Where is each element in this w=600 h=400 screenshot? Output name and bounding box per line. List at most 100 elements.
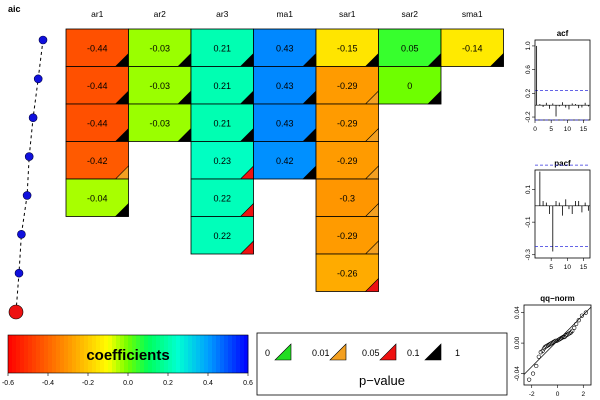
column-label: sma1 (462, 9, 483, 19)
heatmap-cell (190, 66, 254, 105)
colorbar-segment (24, 335, 29, 373)
qq-ytick-label: 0.00 (514, 336, 521, 349)
pacf-ytick-label: -0.1 (525, 216, 532, 228)
colorbar-segment (68, 335, 73, 373)
colorbar-label: coefficients (86, 347, 169, 364)
acf-title: acf (557, 29, 569, 38)
colorbar-segment (216, 335, 221, 373)
heatmap-cell (253, 66, 317, 105)
heatmap-cell (65, 103, 129, 142)
pvalue-marker (489, 52, 504, 67)
column-label: sar2 (401, 9, 418, 19)
cell-value: -0.44 (87, 118, 108, 128)
qq-ytick-label: -0.04 (514, 366, 521, 381)
colorbar-segment (192, 335, 197, 373)
pvalue-marker (114, 202, 129, 217)
colorbar-segment (184, 335, 189, 373)
colorbar-segment (88, 335, 93, 373)
cell-value: 0.22 (213, 193, 231, 203)
colorbar-segment (244, 335, 249, 373)
pvalue-break-label: 0 (265, 348, 270, 358)
colorbar-segment (80, 335, 85, 373)
qq-point (536, 354, 541, 359)
pvalue-break-label: 0.1 (407, 348, 420, 358)
cell-value: 0.21 (213, 118, 231, 128)
colorbar-segment (180, 335, 185, 373)
pvalue-swatch (329, 343, 347, 361)
cell-value: -0.04 (87, 193, 108, 203)
acf-panel: acf -0.2 0.2 0.6 1.0 0 5 10 15 (525, 29, 591, 133)
aic-point (24, 152, 34, 161)
acf-ytick-label: 0.2 (525, 88, 532, 97)
colorbar-segment (152, 335, 157, 373)
colorbar-segment (200, 335, 205, 373)
column-label: ar1 (91, 9, 104, 19)
heatmap-cell (65, 141, 129, 180)
cell-value: 0.42 (276, 156, 294, 166)
colorbar-tick-label: 0.2 (163, 380, 173, 387)
column-label: ar2 (154, 9, 167, 19)
cell-value: 0.22 (213, 231, 231, 241)
cell-value: -0.3 (339, 193, 355, 203)
cell-value: -0.29 (337, 118, 358, 128)
colorbar-segment (236, 335, 241, 373)
colorbar-segment (164, 335, 169, 373)
colorbar-segment (116, 335, 121, 373)
colorbar-segment (60, 335, 65, 373)
cell-value: 0.05 (401, 43, 419, 53)
colorbar-segment (220, 335, 225, 373)
aic-point (28, 113, 38, 123)
colorbar-segment (84, 335, 89, 373)
pvalue-swatch (424, 343, 442, 361)
cell-value: -0.15 (337, 43, 358, 53)
colorbar-segment (140, 335, 145, 373)
cell-value: 0.21 (213, 81, 231, 91)
qq-xtick-label: 0 (556, 391, 560, 398)
pvalue-break-label: 0.05 (362, 348, 380, 358)
cell-value: -0.44 (87, 43, 108, 53)
colorbar-segment (16, 335, 21, 373)
colorbar-segment (96, 335, 101, 373)
colorbar-segment (212, 335, 217, 373)
colorbar-tick-label: -0.6 (2, 380, 14, 387)
colorbar-segment (172, 335, 177, 373)
acf-ytick-label: 1.0 (525, 41, 532, 50)
colorbar-segment (20, 335, 25, 373)
coefficient-colorbar: coefficients -0.6 -0.4 -0.2 0.0 0.2 0.4 0.6 (2, 334, 253, 387)
cell-value: -0.03 (149, 81, 170, 91)
colorbar-segment (44, 335, 49, 373)
acf-xtick-label: 5 (549, 126, 553, 133)
colorbar-segment (12, 335, 17, 373)
colorbar-segment (188, 335, 193, 373)
colorbar-segment (144, 335, 149, 373)
pvalue-swatch (379, 343, 397, 361)
acf-frame (534, 39, 591, 121)
qq-ytick-label: 0.04 (514, 306, 521, 319)
colorbar-segment (32, 335, 37, 373)
colorbar-segment (72, 335, 77, 373)
colorbar-segment (132, 335, 137, 373)
heatmap-cell (315, 253, 379, 292)
cell-value: 0 (407, 81, 412, 91)
colorbar-segment (228, 335, 233, 373)
aic-line (15, 39, 44, 313)
column-label: sar1 (339, 9, 356, 19)
heatmap-cell (190, 178, 254, 217)
pvalue-legend-frame (256, 332, 508, 396)
pacf-xtick-label: 10 (564, 264, 572, 271)
colorbar-tick-label: 0.6 (243, 380, 253, 387)
colorbar-segment (52, 335, 57, 373)
colorbar-segment (120, 335, 125, 373)
acf-ytick-label: 0.6 (525, 65, 532, 74)
cell-value: 0.23 (213, 156, 231, 166)
coefficient-grid: ar1 ar2 ar3 ma1 sar1 sar2 sma1 -0.44 -0.03 0.21 0.… (65, 9, 504, 292)
aic-best-point (8, 304, 24, 320)
heatmap-cell (253, 141, 317, 180)
colorbar-segment (204, 335, 209, 373)
colorbar-segment (224, 335, 229, 373)
qq-point (527, 377, 532, 382)
aic-point (33, 74, 43, 84)
heatmap-cell (315, 103, 379, 142)
cell-value: -0.42 (87, 156, 108, 166)
